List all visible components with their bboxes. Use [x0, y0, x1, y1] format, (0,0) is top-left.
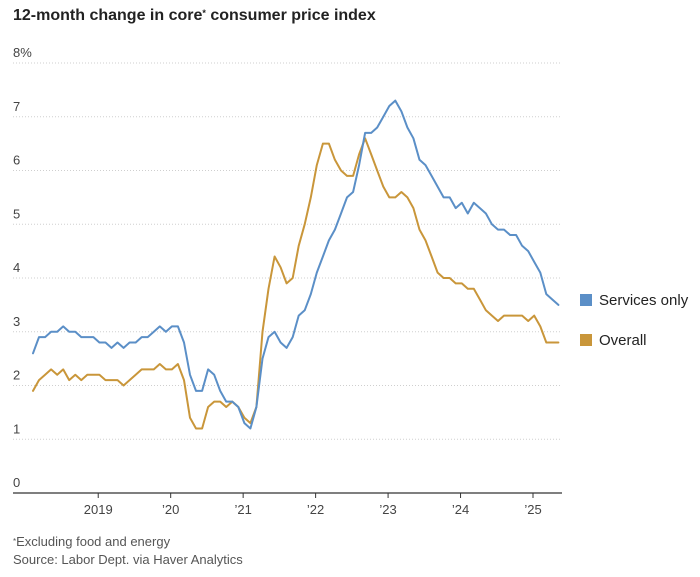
y-tick-label-6: 6: [13, 153, 20, 168]
source-note: Source: Labor Dept. via Haver Analytics: [13, 552, 243, 567]
chart-title-marker: *: [202, 8, 206, 18]
x-tick-label-6: ’25: [524, 502, 541, 517]
line-chart: 8% 0 1 2 3 4 5 6 7 2019 ’20 ’21 ’22 ’23 ’24 ’25 Servic…: [13, 45, 689, 517]
x-tick-label-5: ’24: [452, 502, 469, 517]
footnote-marker: *: [13, 537, 17, 546]
x-tick-label-1: ’20: [162, 502, 179, 517]
x-tick-label-3: ’22: [307, 502, 324, 517]
legend-swatch-overall: [580, 334, 592, 346]
series-lines: [32, 99, 560, 430]
x-tick-label-2: ’21: [234, 502, 251, 517]
y-tick-label-3: 3: [13, 314, 20, 329]
chart-title: 12-month change in core* consumer price …: [13, 7, 376, 25]
y-tick-label-4: 4: [13, 260, 20, 275]
footnote-text: Excluding food and energy: [16, 534, 171, 549]
legend-label-overall: Overall: [599, 332, 647, 349]
x-axis: 2019 ’20 ’21 ’22 ’23 ’24 ’25: [13, 492, 562, 517]
series-line-overall: [32, 137, 560, 430]
x-tick-label-0: 2019: [84, 502, 113, 517]
legend-swatch-services-only: [580, 294, 592, 306]
y-tick-label-5: 5: [13, 206, 20, 221]
footnotes: *Excluding food and energy Source: Labor…: [13, 533, 243, 569]
series-line-services-only: [32, 99, 560, 430]
gridlines: [13, 62, 562, 440]
y-tick-label-2: 2: [13, 368, 20, 383]
legend-label-services-only: Services only: [599, 292, 689, 309]
y-tick-label-8: 8%: [13, 45, 32, 60]
y-tick-label-1: 1: [13, 421, 20, 436]
chart-title-main: 12-month change in core: [13, 7, 203, 24]
footnote-definition: *Excluding food and energy: [13, 533, 243, 551]
chart-title-end: consumer price index: [205, 7, 376, 24]
y-axis-tick-labels: 8% 0 1 2 3 4 5 6 7: [13, 45, 32, 490]
legend: Services only Overall: [580, 292, 689, 349]
y-tick-label-7: 7: [13, 99, 20, 114]
y-tick-label-0: 0: [13, 475, 20, 490]
x-tick-label-4: ’23: [379, 502, 396, 517]
